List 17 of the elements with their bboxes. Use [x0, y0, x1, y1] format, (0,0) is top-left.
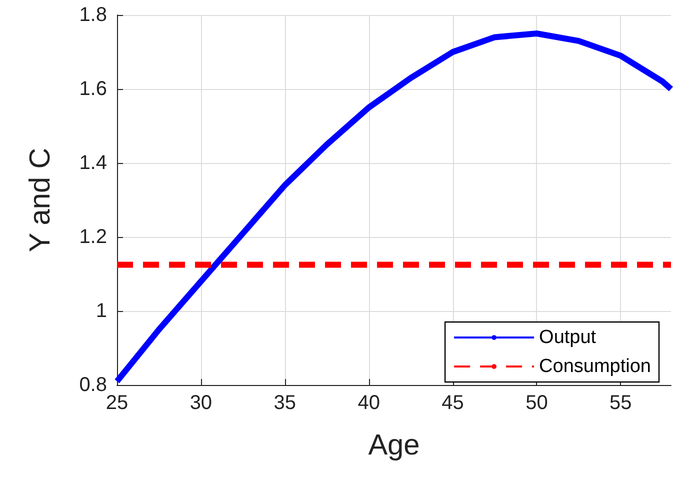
legend-label: Output: [539, 327, 597, 348]
x-tick-label: 40: [358, 392, 380, 414]
y-axis-title: Y and C: [24, 148, 56, 252]
x-tick-label: 25: [106, 392, 128, 414]
x-tick-label: 50: [526, 392, 548, 414]
y-tick-label: 1.6: [79, 78, 107, 100]
x-axis-title: Age: [368, 430, 420, 462]
legend-label: Consumption: [539, 356, 652, 377]
y-tick-label: 1.2: [79, 226, 107, 248]
x-tick-label: 45: [442, 392, 464, 414]
y-tick-label: 1: [96, 300, 107, 322]
x-tick-label: 35: [274, 392, 296, 414]
x-tick-label: 30: [190, 392, 212, 414]
y-tick-label: 1.4: [79, 152, 107, 174]
y-tick-label: 0.8: [79, 374, 107, 396]
x-tick-label: 55: [610, 392, 632, 414]
y-tick-label: 1.8: [79, 4, 107, 26]
